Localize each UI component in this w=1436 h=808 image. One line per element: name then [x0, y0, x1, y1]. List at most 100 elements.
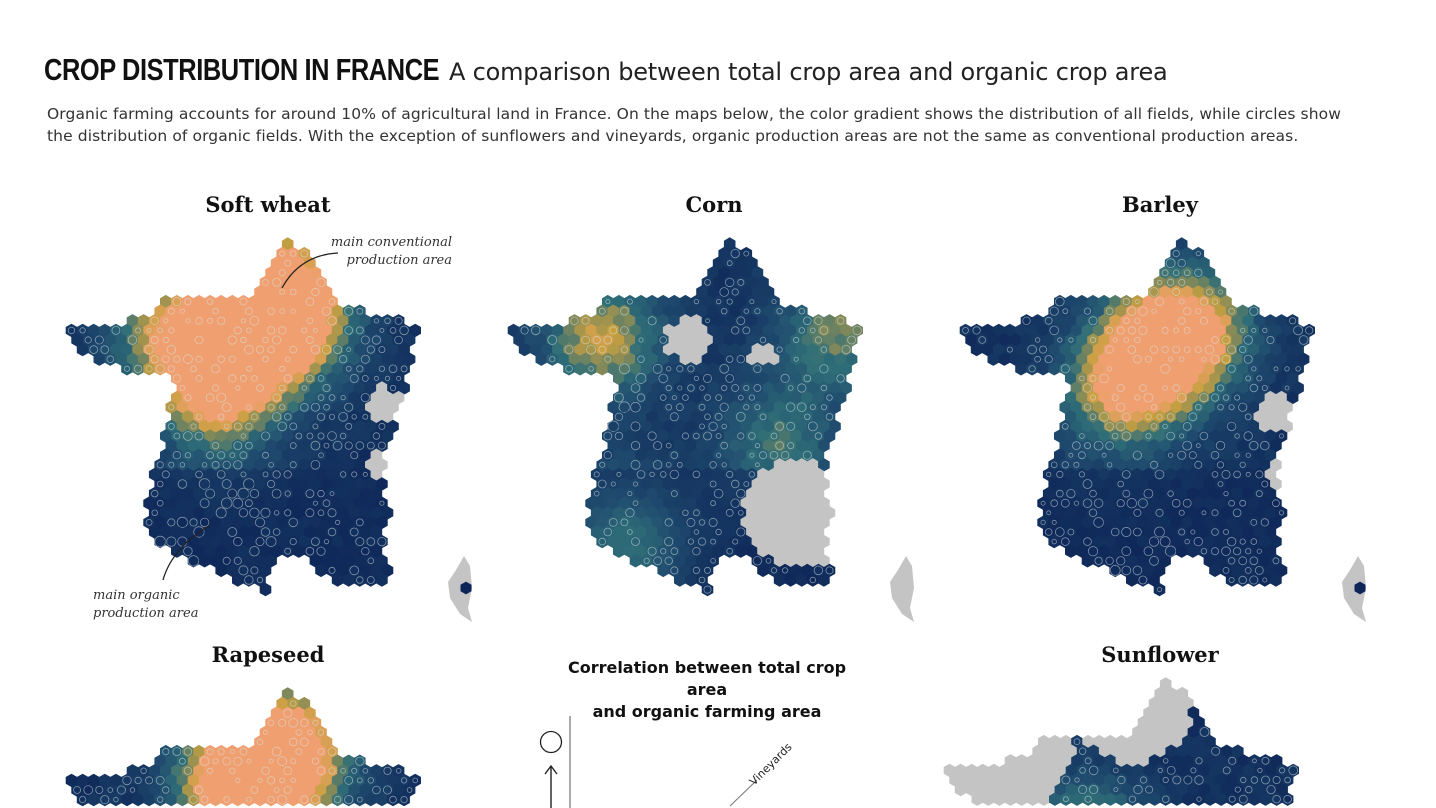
- hex-cell: [1065, 763, 1078, 778]
- hex-cell: [1253, 333, 1266, 347]
- hex-cell: [204, 371, 216, 386]
- hex-cell: [315, 448, 327, 462]
- hex-cell: [1137, 534, 1149, 549]
- hex-cell: [276, 477, 288, 491]
- hex-cell: [254, 362, 266, 376]
- hex-cell: [1054, 467, 1066, 482]
- hex-cell: [309, 381, 322, 395]
- hex-cell: [746, 506, 758, 520]
- hex-cell: [326, 744, 338, 759]
- hex-cell: [209, 458, 222, 472]
- organic-circle: [1088, 316, 1098, 326]
- hex-cell: [740, 515, 753, 530]
- organic-circle: [1250, 519, 1258, 526]
- hex-cell: [679, 448, 692, 462]
- hex-cell: [331, 419, 344, 434]
- hex-cell: [1114, 496, 1127, 510]
- hex-cell: [1081, 438, 1094, 453]
- organic-circle: [1172, 288, 1181, 296]
- organic-circle: [1233, 470, 1241, 479]
- organic-circle: [1284, 366, 1290, 372]
- organic-circle: [1162, 758, 1169, 764]
- hex-cell: [331, 477, 344, 491]
- hex-cell: [1203, 458, 1216, 472]
- hex-cell: [657, 294, 669, 309]
- hex-cell: [354, 496, 366, 510]
- hex-cell: [1164, 448, 1177, 462]
- organic-circle: [172, 374, 182, 383]
- organic-circle: [1134, 317, 1141, 324]
- hex-cell: [690, 333, 703, 347]
- hex-cell: [193, 294, 205, 309]
- organic-circle: [283, 708, 293, 718]
- organic-circle: [669, 412, 679, 422]
- hex-cell: [768, 544, 780, 558]
- hex-cell: [1031, 333, 1044, 347]
- hex-cell: [1276, 763, 1288, 778]
- hex-cell: [315, 371, 327, 386]
- hex-cell: [679, 506, 692, 520]
- organic-circle: [677, 385, 683, 391]
- organic-circle: [222, 556, 231, 565]
- hex-cell: [829, 381, 841, 395]
- organic-circle: [205, 393, 215, 402]
- organic-circle: [836, 374, 845, 383]
- hex-cell: [1015, 754, 1028, 768]
- organic-circle: [1088, 765, 1099, 776]
- hex-cell: [1159, 534, 1171, 549]
- hex-cell: [807, 400, 819, 414]
- hex-cell: [1175, 333, 1188, 347]
- organic-circle: [820, 346, 828, 353]
- hex-cell: [215, 764, 227, 778]
- organic-circle: [254, 517, 265, 528]
- hex-cell: [370, 486, 383, 501]
- organic-circle: [1172, 250, 1180, 258]
- hex-cell: [779, 467, 791, 482]
- hex-cell: [657, 410, 669, 424]
- hex-cell: [293, 390, 305, 405]
- hex-cell: [1264, 429, 1277, 443]
- hex-cell: [1187, 352, 1199, 366]
- hex-cell: [712, 448, 725, 462]
- hex-cell: [1126, 773, 1139, 787]
- hex-cell: [1114, 438, 1127, 453]
- organic-circle: [630, 440, 641, 451]
- hex-cell: [171, 764, 183, 778]
- hex-cell: [1159, 734, 1172, 749]
- hex-cell: [696, 477, 708, 491]
- hex-cell: [1098, 333, 1110, 347]
- hex-cell: [1236, 573, 1249, 587]
- hex-cell: [970, 342, 983, 357]
- hex-cell: [1037, 323, 1049, 338]
- hex-cell: [1270, 362, 1282, 376]
- organic-circle: [1226, 421, 1237, 432]
- hex-cell: [1070, 534, 1083, 549]
- hex-cell: [624, 429, 636, 443]
- hex-cell: [1187, 390, 1199, 405]
- hex-cell: [1203, 304, 1216, 318]
- hex-cell: [232, 342, 244, 357]
- organic-circle: [206, 298, 214, 305]
- organic-circle: [295, 432, 303, 440]
- hex-cell: [281, 448, 294, 462]
- hex-cell: [674, 515, 686, 530]
- organic-circle: [1167, 490, 1174, 497]
- hex-cell: [746, 371, 758, 386]
- organic-circle: [737, 278, 745, 286]
- hex-cell: [1220, 782, 1233, 797]
- hex-cell: [1170, 458, 1182, 472]
- hex-cell: [988, 782, 1000, 797]
- hex-cell: [1248, 458, 1260, 472]
- hex-cell: [1192, 400, 1205, 414]
- hex-cell: [281, 314, 294, 328]
- hex-cell: [807, 381, 819, 395]
- hex-cell: [779, 544, 791, 558]
- hex-cell: [193, 429, 205, 443]
- hex-cell: [1104, 773, 1117, 787]
- hex-cell: [1170, 266, 1182, 280]
- hex-cell: [718, 419, 730, 434]
- hex-cell: [818, 438, 830, 453]
- hex-cell: [1275, 410, 1288, 424]
- hex-cell: [1203, 477, 1216, 491]
- hex-cell: [1164, 333, 1177, 347]
